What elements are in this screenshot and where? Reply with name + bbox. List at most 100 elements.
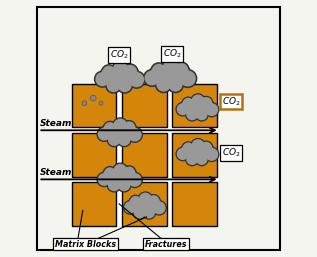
Circle shape — [201, 142, 212, 153]
Circle shape — [122, 165, 136, 179]
Circle shape — [175, 146, 190, 161]
Bar — [72, 177, 217, 182]
Circle shape — [181, 141, 195, 155]
Circle shape — [145, 70, 159, 86]
Circle shape — [158, 65, 181, 88]
Circle shape — [102, 66, 115, 78]
Bar — [172, 182, 217, 226]
Circle shape — [145, 196, 160, 211]
Circle shape — [109, 123, 129, 143]
Circle shape — [143, 207, 155, 218]
Circle shape — [163, 60, 179, 76]
Circle shape — [196, 153, 208, 165]
Circle shape — [175, 63, 188, 76]
Circle shape — [113, 62, 128, 77]
Circle shape — [98, 128, 111, 141]
Bar — [72, 133, 116, 177]
Circle shape — [168, 62, 191, 84]
Circle shape — [155, 76, 172, 93]
Circle shape — [191, 95, 204, 107]
Circle shape — [181, 96, 195, 110]
Circle shape — [190, 138, 206, 153]
Bar — [72, 127, 217, 133]
Circle shape — [175, 102, 190, 117]
Circle shape — [150, 65, 168, 83]
Circle shape — [178, 69, 197, 88]
Circle shape — [124, 121, 135, 133]
Circle shape — [196, 141, 214, 159]
Circle shape — [120, 122, 136, 138]
Circle shape — [201, 97, 212, 108]
Bar — [167, 84, 172, 226]
Circle shape — [134, 196, 155, 216]
Circle shape — [191, 139, 204, 152]
Circle shape — [166, 76, 184, 93]
Circle shape — [118, 179, 130, 191]
Circle shape — [170, 63, 189, 83]
Circle shape — [152, 201, 165, 214]
Text: Steam: Steam — [40, 119, 72, 128]
Circle shape — [95, 72, 110, 86]
Circle shape — [177, 148, 189, 160]
Circle shape — [134, 207, 146, 218]
Circle shape — [204, 146, 219, 162]
Circle shape — [196, 108, 208, 120]
Bar — [72, 182, 116, 226]
Circle shape — [138, 191, 153, 207]
Circle shape — [181, 143, 196, 158]
Circle shape — [126, 126, 143, 143]
Circle shape — [101, 67, 118, 84]
Circle shape — [143, 69, 161, 87]
Circle shape — [122, 120, 136, 134]
Circle shape — [112, 162, 129, 179]
Bar — [72, 84, 116, 127]
Circle shape — [94, 70, 111, 88]
Circle shape — [109, 168, 129, 188]
Circle shape — [195, 152, 209, 166]
Circle shape — [118, 78, 132, 92]
Circle shape — [99, 101, 103, 105]
Circle shape — [185, 107, 199, 122]
Circle shape — [186, 108, 198, 120]
Circle shape — [183, 142, 194, 153]
Circle shape — [96, 172, 112, 187]
Circle shape — [129, 72, 144, 87]
Circle shape — [130, 196, 141, 207]
Circle shape — [177, 103, 189, 115]
Circle shape — [108, 167, 130, 189]
Circle shape — [103, 123, 118, 139]
Circle shape — [117, 132, 132, 147]
Text: Matrix Blocks: Matrix Blocks — [55, 240, 116, 249]
Text: $\mathit{CO_2}$: $\mathit{CO_2}$ — [222, 146, 241, 159]
Circle shape — [139, 192, 152, 206]
Circle shape — [108, 122, 130, 144]
Circle shape — [105, 77, 122, 94]
Circle shape — [99, 65, 120, 86]
Circle shape — [147, 194, 161, 207]
Circle shape — [103, 168, 118, 184]
Bar — [122, 182, 167, 226]
Circle shape — [197, 142, 213, 158]
Text: Steam: Steam — [40, 168, 72, 177]
Circle shape — [117, 177, 132, 192]
Circle shape — [118, 64, 139, 85]
Circle shape — [180, 142, 197, 160]
Circle shape — [127, 196, 145, 213]
Circle shape — [200, 96, 213, 109]
Circle shape — [148, 195, 159, 206]
Circle shape — [120, 167, 136, 183]
Circle shape — [101, 64, 117, 80]
Circle shape — [104, 167, 116, 179]
Circle shape — [103, 166, 117, 180]
Text: $\mathit{CO_2}$: $\mathit{CO_2}$ — [110, 48, 128, 61]
Circle shape — [168, 77, 183, 92]
Circle shape — [142, 205, 156, 220]
Text: $\mathit{CO_2}$: $\mathit{CO_2}$ — [163, 48, 181, 60]
Circle shape — [151, 62, 167, 79]
Circle shape — [91, 95, 96, 101]
Circle shape — [205, 148, 218, 161]
Bar — [122, 84, 167, 127]
Circle shape — [188, 99, 206, 117]
Circle shape — [116, 77, 133, 94]
Circle shape — [195, 107, 209, 122]
